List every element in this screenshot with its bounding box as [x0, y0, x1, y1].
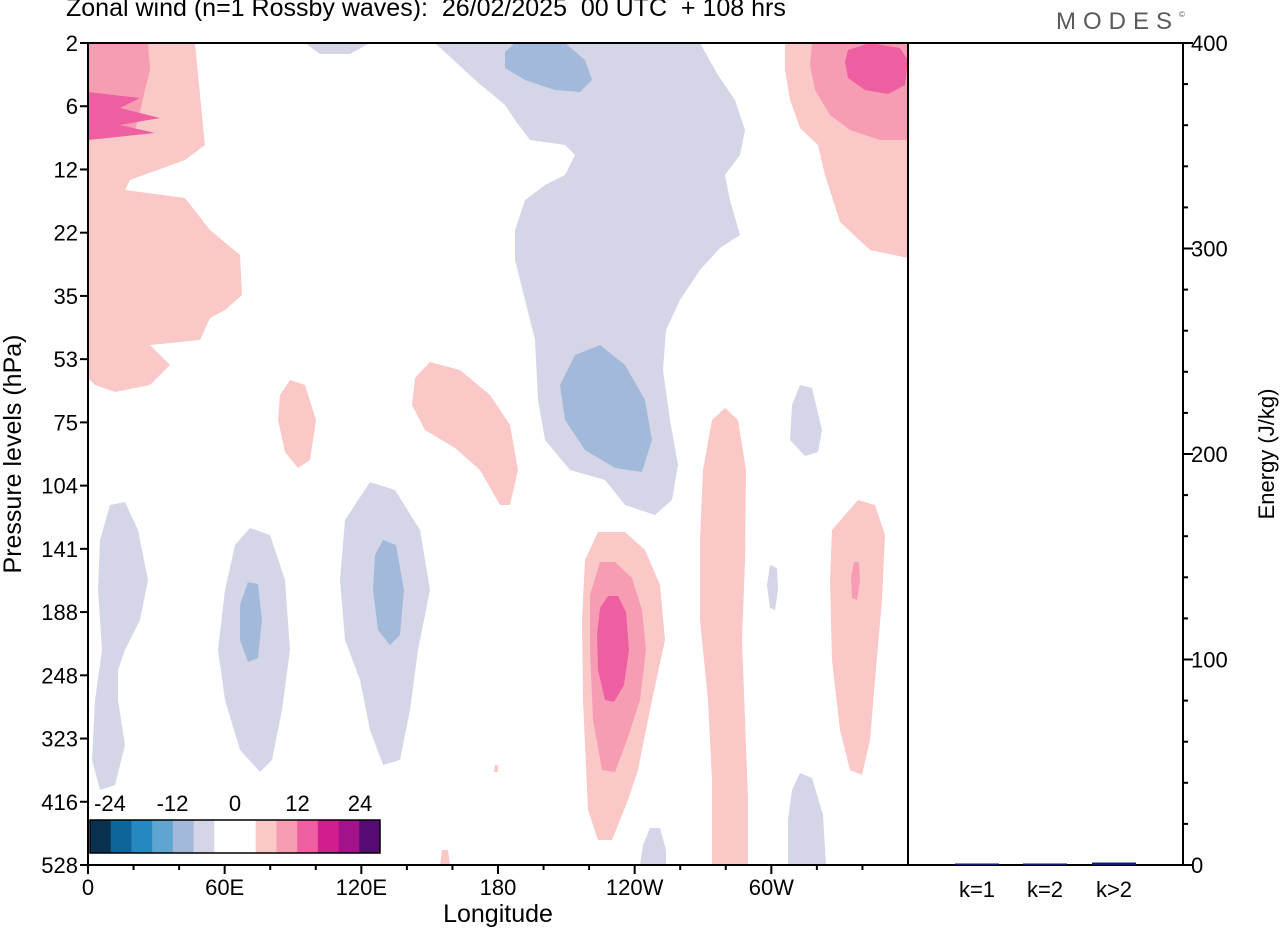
- chart-title: Zonal wind (n=1 Rossby waves): 26/02/202…: [66, 0, 786, 22]
- y-axis-label-energy: Energy (J/kg): [1254, 389, 1279, 520]
- y-tick-label: 104: [41, 474, 78, 499]
- energy-bar: [1023, 863, 1067, 865]
- colorbar-swatch: [214, 820, 236, 853]
- y-tick-label: 22: [54, 221, 78, 246]
- x-tick-label: 0: [82, 875, 94, 900]
- contour-pos-strong: [88, 92, 160, 140]
- energy-bar: [1092, 862, 1136, 865]
- contour-neg-light: [305, 43, 370, 54]
- contour-neg-light: [788, 773, 826, 865]
- contour-neg-light: [767, 565, 778, 610]
- x-tick-label: 60E: [205, 875, 244, 900]
- y-tick-label: 323: [41, 727, 78, 752]
- y-axis-energy: 0 100 200 300 400: [1183, 31, 1228, 878]
- contour-pos-strong: [845, 43, 908, 94]
- colorbar-label: 24: [348, 791, 372, 816]
- contour-pos-light: [440, 850, 450, 865]
- energy-bar-label: k>2: [1096, 877, 1132, 902]
- x-tick-label: 120W: [606, 875, 664, 900]
- energy-tick-label: 200: [1191, 442, 1228, 467]
- contour-neg-mid: [240, 582, 262, 662]
- contour-neg-light: [92, 502, 148, 790]
- brand-logo: MODES©: [1056, 8, 1185, 36]
- energy-tick-label: 300: [1191, 237, 1228, 262]
- brand-mark: ©: [1179, 10, 1185, 19]
- colorbar-label: 0: [229, 791, 241, 816]
- contour-pos-light: [830, 500, 885, 775]
- x-axis-label: Longitude: [443, 900, 553, 928]
- colorbar-swatch: [276, 820, 298, 853]
- contour-neg-mid: [505, 43, 592, 92]
- y-tick-label: 53: [54, 347, 78, 372]
- y-tick-label: 141: [41, 537, 78, 562]
- energy-bar-label: k=2: [1027, 877, 1063, 902]
- energy-tick-label: 0: [1191, 853, 1203, 878]
- y-tick-label: 416: [41, 790, 78, 815]
- colorbar-label: -24: [94, 791, 126, 816]
- y-tick-label: 12: [54, 157, 78, 182]
- colorbar-swatch: [152, 820, 174, 853]
- x-tick-label: 120E: [336, 875, 387, 900]
- energy-tick-label: 400: [1191, 31, 1228, 56]
- colorbar-swatch: [90, 820, 112, 853]
- y-tick-label: 75: [54, 410, 78, 435]
- x-axis-longitude: 0 60E 120E 180 120W 60W: [82, 865, 864, 900]
- colorbar-label: -12: [157, 791, 189, 816]
- y-axis-label-pressure: Pressure levels (hPa): [0, 335, 27, 574]
- energy-bar-label: k=1: [959, 877, 995, 902]
- contour-neg-light: [790, 385, 822, 456]
- y-tick-label: 528: [41, 853, 78, 878]
- contour-neg-light: [435, 43, 745, 515]
- colorbar-swatch: [172, 820, 195, 853]
- colorbar-swatch: [317, 820, 340, 853]
- colorbar-swatch: [110, 820, 132, 853]
- energy-bar: [955, 863, 999, 865]
- contour-neg-mid: [373, 540, 404, 645]
- energy-bars: k=1 k=2 k>2: [955, 862, 1136, 902]
- y-tick-label: 188: [41, 600, 78, 625]
- colorbar-swatch: [338, 820, 360, 853]
- contour-pos-strong: [597, 596, 629, 702]
- energy-frame: [907, 42, 1184, 866]
- colorbar-frame: [89, 819, 381, 854]
- contour-neg-light: [640, 828, 666, 865]
- colorbar-swatch: [131, 820, 153, 853]
- colorbar-swatch: [193, 820, 215, 853]
- colorbar-swatch: [359, 820, 381, 853]
- contour-pos-light: [412, 362, 518, 505]
- contour-pos-light: [494, 765, 498, 772]
- y-tick-label: 2: [66, 31, 78, 56]
- contour-pos-light: [700, 408, 748, 865]
- x-tick-label: 180: [480, 875, 517, 900]
- contour-field: [88, 43, 908, 865]
- contour-pos-mid: [851, 562, 860, 600]
- y-tick-label: 248: [41, 663, 78, 688]
- colorbar-swatch: [235, 820, 257, 853]
- energy-tick-label: 100: [1191, 648, 1228, 673]
- y-axis-pressure: 2 6 12 22 35 53 75 104 141 188 248 323 416 528: [41, 31, 88, 878]
- colorbar-swatch: [255, 820, 277, 853]
- brand-name: MODES: [1056, 8, 1180, 35]
- colorbar-label: 12: [285, 791, 309, 816]
- y-tick-label: 35: [54, 284, 78, 309]
- contour-neg-mid: [560, 345, 652, 472]
- colorbar-swatch: [297, 820, 319, 853]
- colorbar: -24 -12 0 12 24: [89, 791, 381, 854]
- y-tick-label: 6: [66, 94, 78, 119]
- x-tick-label: 60W: [749, 875, 794, 900]
- contour-pos-light: [278, 380, 316, 468]
